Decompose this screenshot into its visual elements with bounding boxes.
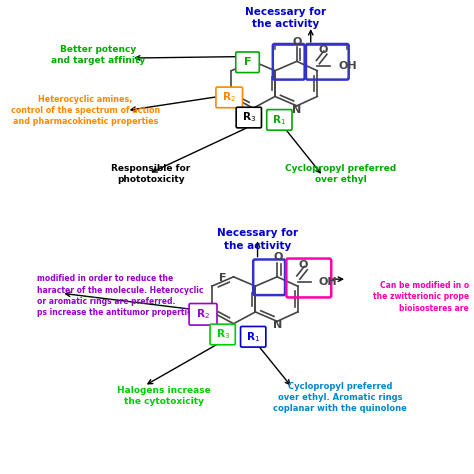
Text: F: F — [244, 57, 251, 67]
Text: O: O — [318, 45, 328, 55]
Text: R$_2$: R$_2$ — [196, 308, 210, 321]
FancyBboxPatch shape — [236, 52, 259, 73]
Text: OH: OH — [319, 276, 337, 286]
Text: F: F — [219, 273, 227, 283]
Text: O: O — [293, 36, 302, 46]
Text: R$_3$: R$_3$ — [242, 110, 256, 125]
Text: Necessary for
the activity: Necessary for the activity — [246, 7, 327, 29]
Text: R$_3$: R$_3$ — [216, 328, 230, 341]
Text: Better potency
and target affinity: Better potency and target affinity — [51, 45, 146, 65]
Text: modified in order to reduce the
haracter of the molecule. Heterocyclic
or aromat: modified in order to reduce the haracter… — [37, 274, 204, 317]
Text: Cyclopropyl preferred
over ethyl. Aromatic rings
coplanar with the quinolone: Cyclopropyl preferred over ethyl. Aromat… — [273, 382, 407, 413]
Text: Responsible for
phototoxicity: Responsible for phototoxicity — [111, 164, 191, 184]
FancyBboxPatch shape — [236, 107, 262, 128]
Text: Heterocyclic amines,
control of the spectrum of action
and pharmacokinetic prope: Heterocyclic amines, control of the spec… — [11, 95, 160, 126]
Text: Halogens increase
the cytotoxicity: Halogens increase the cytotoxicity — [117, 386, 210, 406]
Text: O: O — [273, 252, 283, 262]
Text: Cyclopropyl preferred
over ethyl: Cyclopropyl preferred over ethyl — [285, 164, 396, 184]
FancyBboxPatch shape — [267, 109, 292, 130]
FancyBboxPatch shape — [210, 324, 235, 345]
FancyBboxPatch shape — [240, 327, 266, 347]
Text: OH: OH — [338, 61, 357, 71]
Text: Necessary for
the activity: Necessary for the activity — [217, 228, 298, 251]
Text: R$_1$: R$_1$ — [246, 330, 260, 344]
Text: O: O — [299, 260, 308, 270]
Text: Can be modified in o
the zwitterionic prope
bioisosteres are: Can be modified in o the zwitterionic pr… — [373, 282, 469, 312]
Text: N: N — [273, 320, 282, 330]
Text: R$_2$: R$_2$ — [222, 91, 236, 104]
FancyBboxPatch shape — [216, 87, 243, 108]
FancyBboxPatch shape — [189, 303, 217, 325]
Text: R$_1$: R$_1$ — [273, 113, 286, 127]
Text: N: N — [292, 105, 301, 115]
